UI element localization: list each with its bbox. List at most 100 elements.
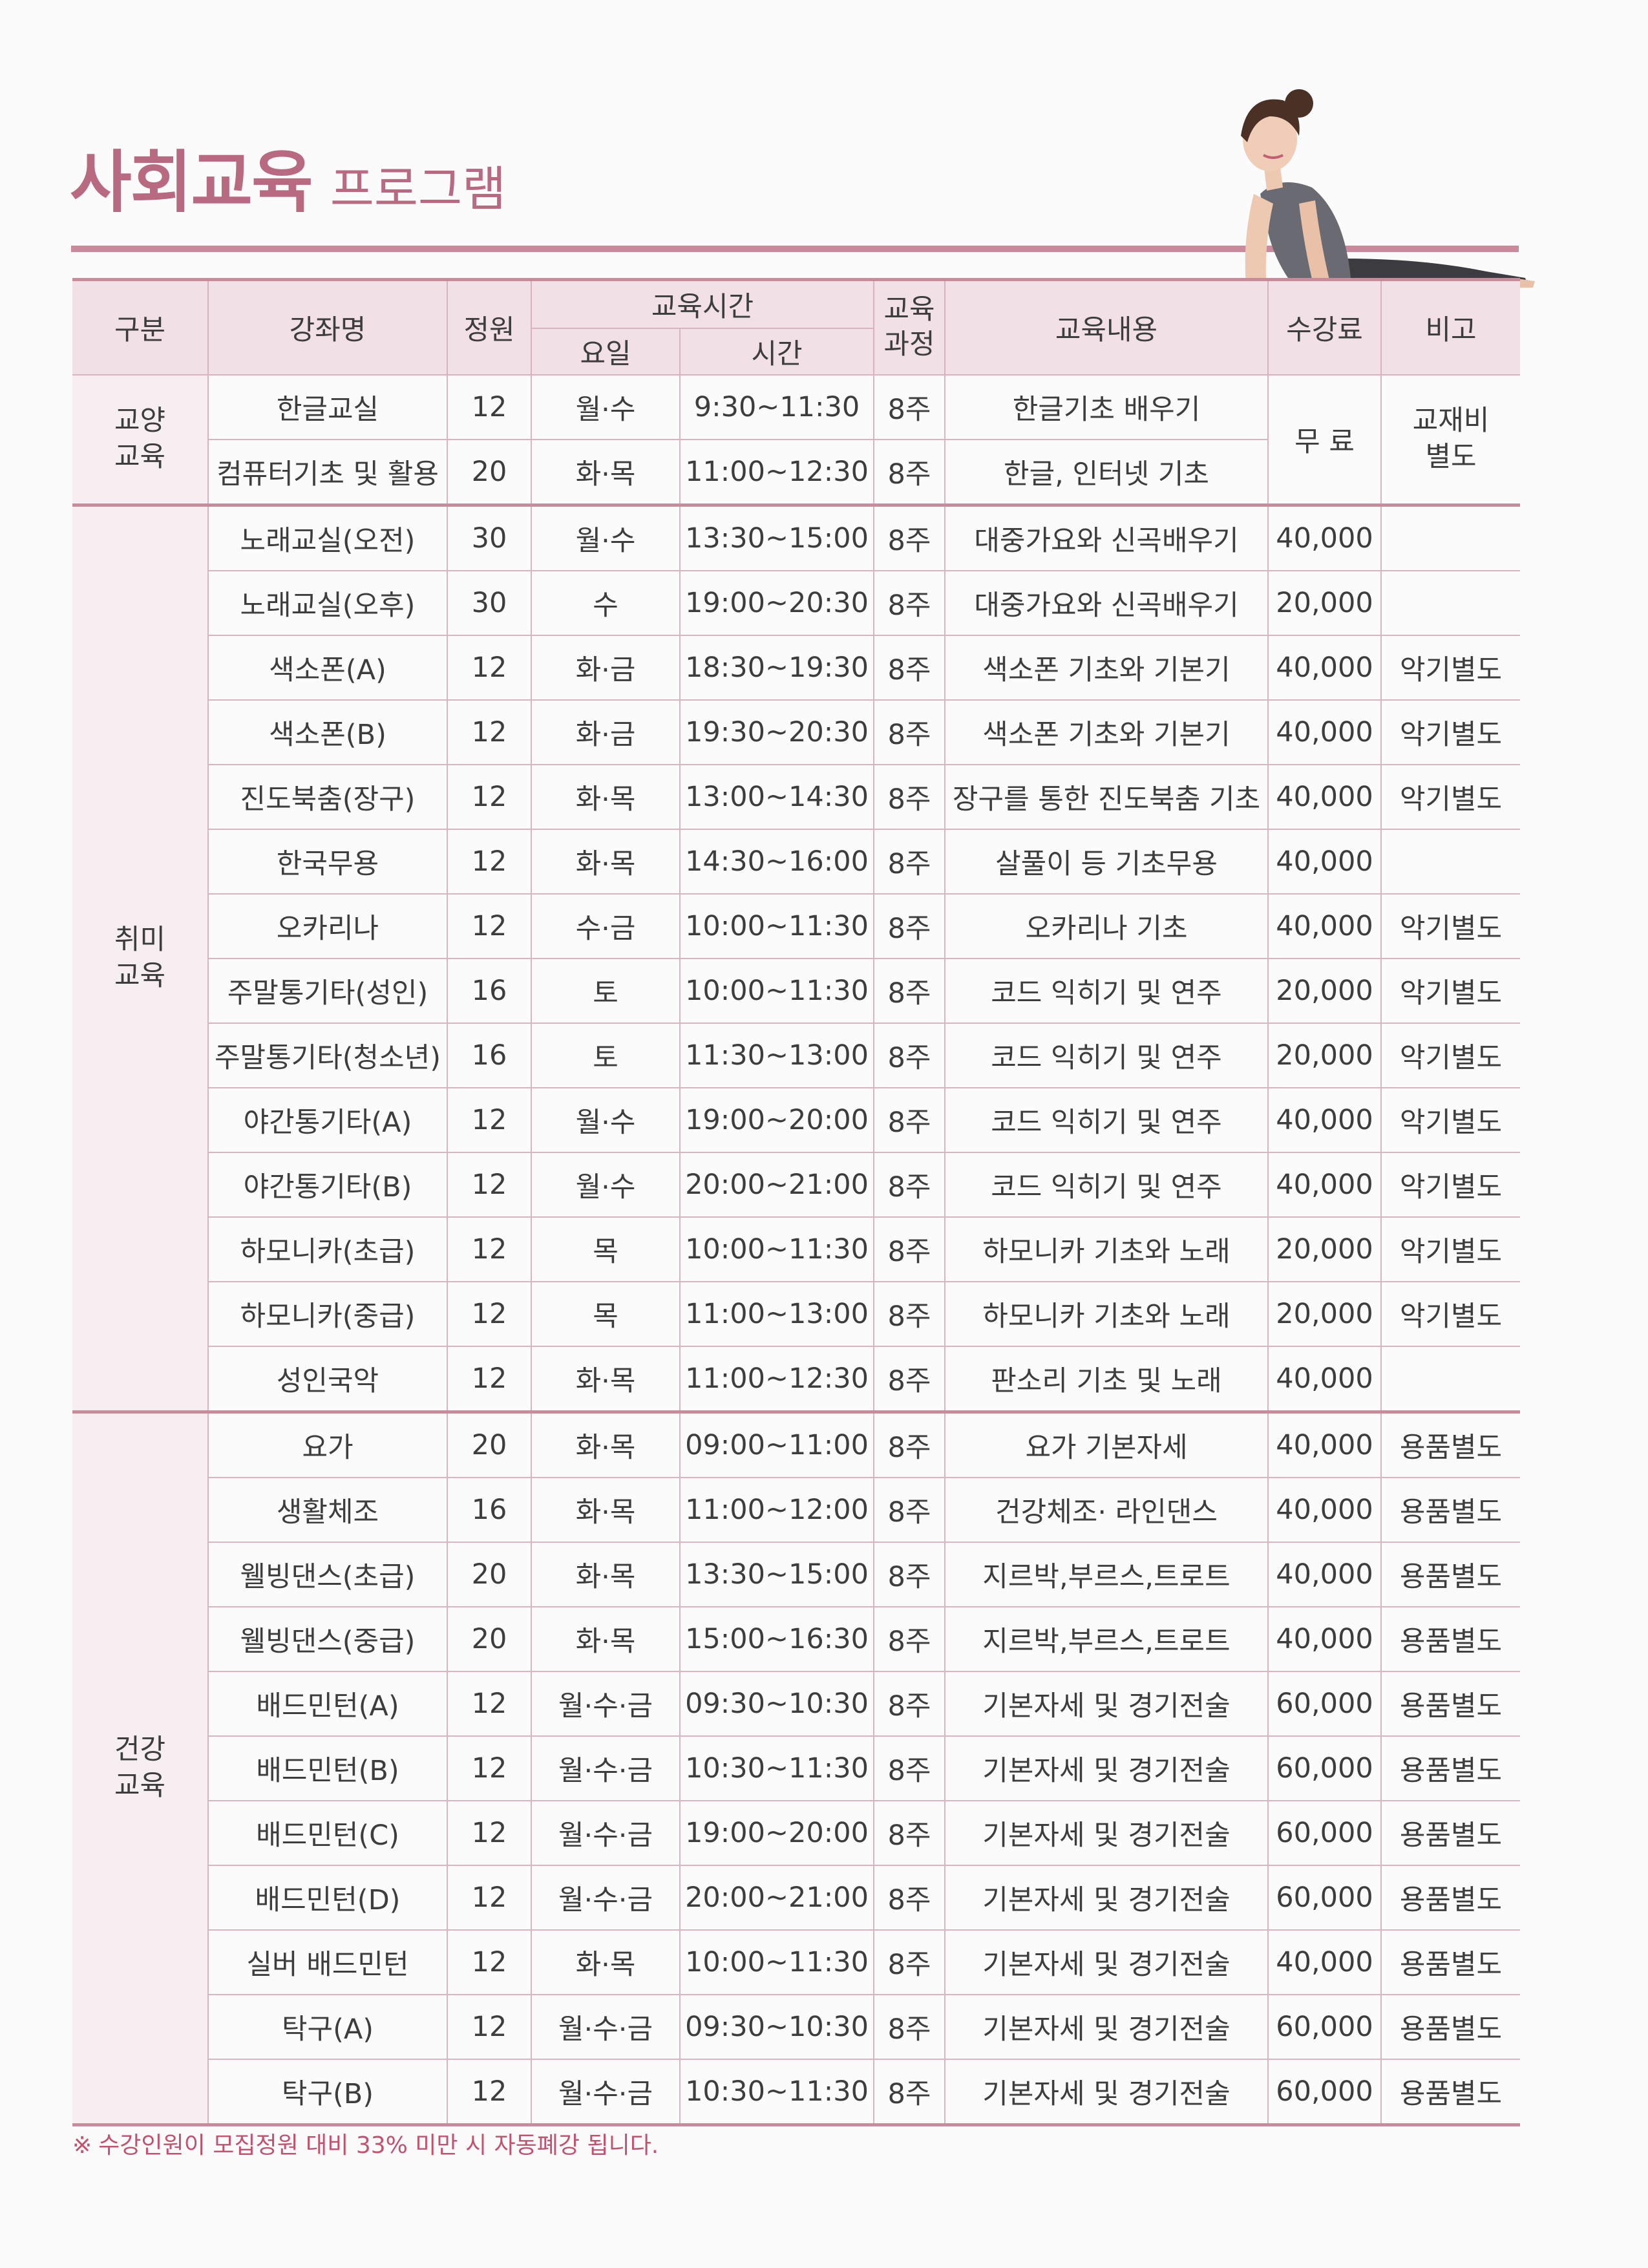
table-body: 교양 교육 한글교실 12 월·수 9:30~11:30 8주 한글기초 배우기 무 료 교재비… <box>72 374 1520 2126</box>
content-cell: 대중가요와 신곡배우기 <box>944 570 1269 636</box>
table-row: 배드민턴(C) 12 월·수·금 19:00~20:00 8주 기본자세 및 경기전술 60… <box>72 1800 1520 1866</box>
period-cell: 8주 <box>873 1023 945 1088</box>
table-row: 탁구(B) 12 월·수·금 10:30~11:30 8주 기본자세 및 경기전술 60,0… <box>72 2059 1520 2126</box>
course-name-cell: 주말통기타(청소년) <box>208 1023 448 1088</box>
time-cell: 10:30~11:30 <box>679 1735 874 1801</box>
header-course: 강좌명 <box>207 279 448 376</box>
note-cell: 악기별도 <box>1380 699 1520 765</box>
time-cell: 14:30~16:00 <box>679 829 874 895</box>
program-schedule-table: 구분 강좌명 정원 교육시간 교육 과정 교육내용 수강료 비고 요일 시간 교… <box>72 278 1520 2126</box>
day-cell: 화·목 <box>531 1929 681 1995</box>
period-cell: 8주 <box>873 570 945 636</box>
course-name-cell: 하모니카(중급) <box>208 1281 448 1347</box>
day-cell: 월·수 <box>531 374 681 440</box>
note-cell: 용품별도 <box>1380 1410 1520 1478</box>
content-cell: 살풀이 등 기초무용 <box>944 829 1269 895</box>
day-cell: 토 <box>531 1023 681 1088</box>
time-cell: 13:30~15:00 <box>679 503 874 571</box>
time-cell: 10:00~11:30 <box>679 958 874 1024</box>
time-cell: 19:00~20:30 <box>679 570 874 636</box>
note-cell: 악기별도 <box>1380 1087 1520 1153</box>
table-row: 배드민턴(B) 12 월·수·금 10:30~11:30 8주 기본자세 및 경기전술 60… <box>72 1735 1520 1801</box>
page-title: 사회교육 프로그램 <box>70 149 506 216</box>
day-cell: 화·금 <box>531 699 681 765</box>
period-cell: 8주 <box>873 1929 945 1995</box>
fee-cell: 40,000 <box>1267 1152 1382 1218</box>
time-cell: 19:00~20:00 <box>679 1800 874 1866</box>
capacity-cell: 12 <box>447 699 532 765</box>
fee-cell: 20,000 <box>1267 958 1382 1024</box>
day-cell: 화·금 <box>531 635 681 701</box>
capacity-cell: 12 <box>447 829 532 895</box>
time-cell: 09:30~10:30 <box>679 1994 874 2060</box>
capacity-cell: 16 <box>447 958 532 1024</box>
note-cell: 교재비 별도 <box>1380 374 1520 506</box>
capacity-cell: 12 <box>447 764 532 830</box>
fee-cell: 40,000 <box>1267 1477 1382 1543</box>
capacity-cell: 12 <box>447 635 532 701</box>
period-cell: 8주 <box>873 1281 945 1347</box>
note-cell: 악기별도 <box>1380 1216 1520 1282</box>
fee-cell: 40,000 <box>1267 1087 1382 1153</box>
content-cell: 건강체조· 라인댄스 <box>944 1477 1269 1543</box>
note-cell: 악기별도 <box>1380 1152 1520 1218</box>
table-row: 건강 교육 요가 20 화·목 09:00~11:00 8주 요가 기본자세 40,000 용품… <box>72 1410 1520 2126</box>
content-cell: 기본자세 및 경기전술 <box>944 1929 1269 1995</box>
note-cell: 용품별도 <box>1380 1800 1520 1866</box>
table-row: 주말통기타(청소년) 16 토 11:30~13:00 8주 코드 익히기 및 연주 20,… <box>72 1023 1520 1088</box>
header-category: 구분 <box>72 279 209 376</box>
fee-cell: 40,000 <box>1267 1542 1382 1607</box>
content-cell: 코드 익히기 및 연주 <box>944 1152 1269 1218</box>
content-cell: 지르박,부르스,트로트 <box>944 1606 1269 1672</box>
time-cell: 19:00~20:00 <box>679 1087 874 1153</box>
fee-cell: 40,000 <box>1267 503 1382 571</box>
course-name-cell: 주말통기타(성인) <box>208 958 448 1024</box>
capacity-cell: 12 <box>447 1865 532 1931</box>
capacity-cell: 16 <box>447 1023 532 1088</box>
day-cell: 월·수·금 <box>531 1994 681 2060</box>
course-name-cell: 오카리나 <box>208 893 448 959</box>
content-cell: 코드 익히기 및 연주 <box>944 958 1269 1024</box>
period-cell: 8주 <box>873 1994 945 2060</box>
fee-cell: 40,000 <box>1267 699 1382 765</box>
capacity-cell: 12 <box>447 893 532 959</box>
day-cell: 목 <box>531 1216 681 1282</box>
course-name-cell: 하모니카(초급) <box>208 1216 448 1282</box>
time-cell: 18:30~19:30 <box>679 635 874 701</box>
period-cell: 8주 <box>873 439 945 506</box>
capacity-cell: 12 <box>447 1281 532 1347</box>
time-cell: 11:00~13:00 <box>679 1281 874 1347</box>
fee-cell: 무 료 <box>1267 374 1382 506</box>
fee-cell: 40,000 <box>1267 1346 1382 1413</box>
day-cell: 화·목 <box>531 829 681 895</box>
content-cell: 하모니카 기초와 노래 <box>944 1281 1269 1347</box>
content-cell: 한글, 인터넷 기초 <box>944 439 1268 506</box>
period-cell: 8주 <box>873 1735 945 1801</box>
category-cell: 건강 교육 <box>72 1410 209 2126</box>
table-row: 컴퓨터기초 및 활용 20 화·목 11:00~12:30 8주 한글, 인터넷 기초 <box>72 439 1520 506</box>
time-cell: 20:00~21:00 <box>679 1865 874 1931</box>
time-cell: 11:00~12:30 <box>679 1346 874 1413</box>
note-cell <box>1380 829 1520 895</box>
day-cell: 월·수·금 <box>531 1865 681 1931</box>
day-cell: 월·수·금 <box>531 1671 681 1737</box>
content-cell: 판소리 기초 및 노래 <box>944 1346 1269 1413</box>
period-cell: 8주 <box>873 893 945 959</box>
course-name-cell: 배드민턴(A) <box>208 1671 448 1737</box>
note-cell: 용품별도 <box>1380 2059 1520 2126</box>
header-capacity: 정원 <box>447 279 532 376</box>
course-name-cell: 색소폰(B) <box>208 699 448 765</box>
fee-cell: 40,000 <box>1267 764 1382 830</box>
table-row: 웰빙댄스(중급) 20 화·목 15:00~16:30 8주 지르박,부르스,트로트 40,… <box>72 1606 1520 1672</box>
content-cell: 장구를 통한 진도북춤 기초 <box>944 764 1269 830</box>
content-cell: 한글기초 배우기 <box>944 374 1269 440</box>
footnote: ※ 수강인원이 모집정원 대비 33% 미만 시 자동폐강 됩니다. <box>72 2126 659 2160</box>
table-row: 색소폰(B) 12 화·금 19:30~20:30 8주 색소폰 기초와 기본기 40,00… <box>72 699 1520 765</box>
day-cell: 수·금 <box>531 893 681 959</box>
course-name-cell: 야간통기타(B) <box>208 1152 448 1218</box>
course-name-cell: 배드민턴(C) <box>208 1800 448 1866</box>
time-cell: 13:00~14:30 <box>679 764 874 830</box>
course-name-cell: 요가 <box>207 1410 448 1478</box>
content-cell: 요가 기본자세 <box>944 1410 1269 1478</box>
period-cell: 8주 <box>873 635 945 701</box>
